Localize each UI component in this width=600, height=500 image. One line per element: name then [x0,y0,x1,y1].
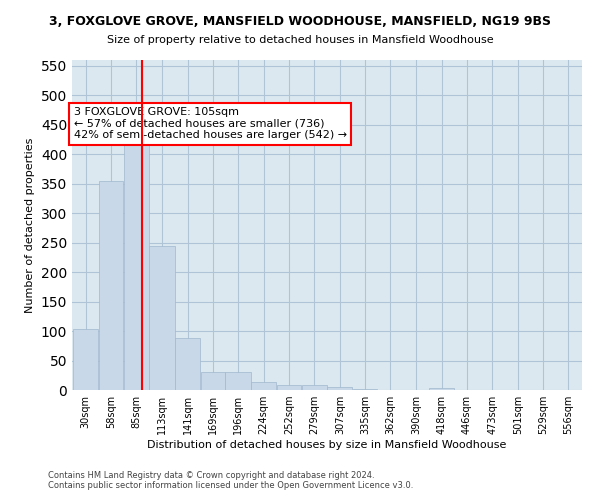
Text: 3 FOXGLOVE GROVE: 105sqm
← 57% of detached houses are smaller (736)
42% of semi-: 3 FOXGLOVE GROVE: 105sqm ← 57% of detach… [74,107,347,140]
Bar [73,330,98,390]
Bar [200,372,225,390]
Bar [429,388,454,390]
Bar [327,387,352,390]
Bar [277,386,301,390]
Text: Contains HM Land Registry data © Crown copyright and database right 2024.
Contai: Contains HM Land Registry data © Crown c… [48,470,413,490]
Bar [149,246,175,390]
Bar [124,126,149,390]
Bar [226,372,251,390]
Bar [175,338,200,390]
Text: 3, FOXGLOVE GROVE, MANSFIELD WOODHOUSE, MANSFIELD, NG19 9BS: 3, FOXGLOVE GROVE, MANSFIELD WOODHOUSE, … [49,15,551,28]
Text: Size of property relative to detached houses in Mansfield Woodhouse: Size of property relative to detached ho… [107,35,493,45]
Y-axis label: Number of detached properties: Number of detached properties [25,138,35,312]
X-axis label: Distribution of detached houses by size in Mansfield Woodhouse: Distribution of detached houses by size … [148,440,506,450]
Bar [99,182,123,390]
Bar [302,386,327,390]
Bar [353,389,377,390]
Bar [251,382,277,390]
